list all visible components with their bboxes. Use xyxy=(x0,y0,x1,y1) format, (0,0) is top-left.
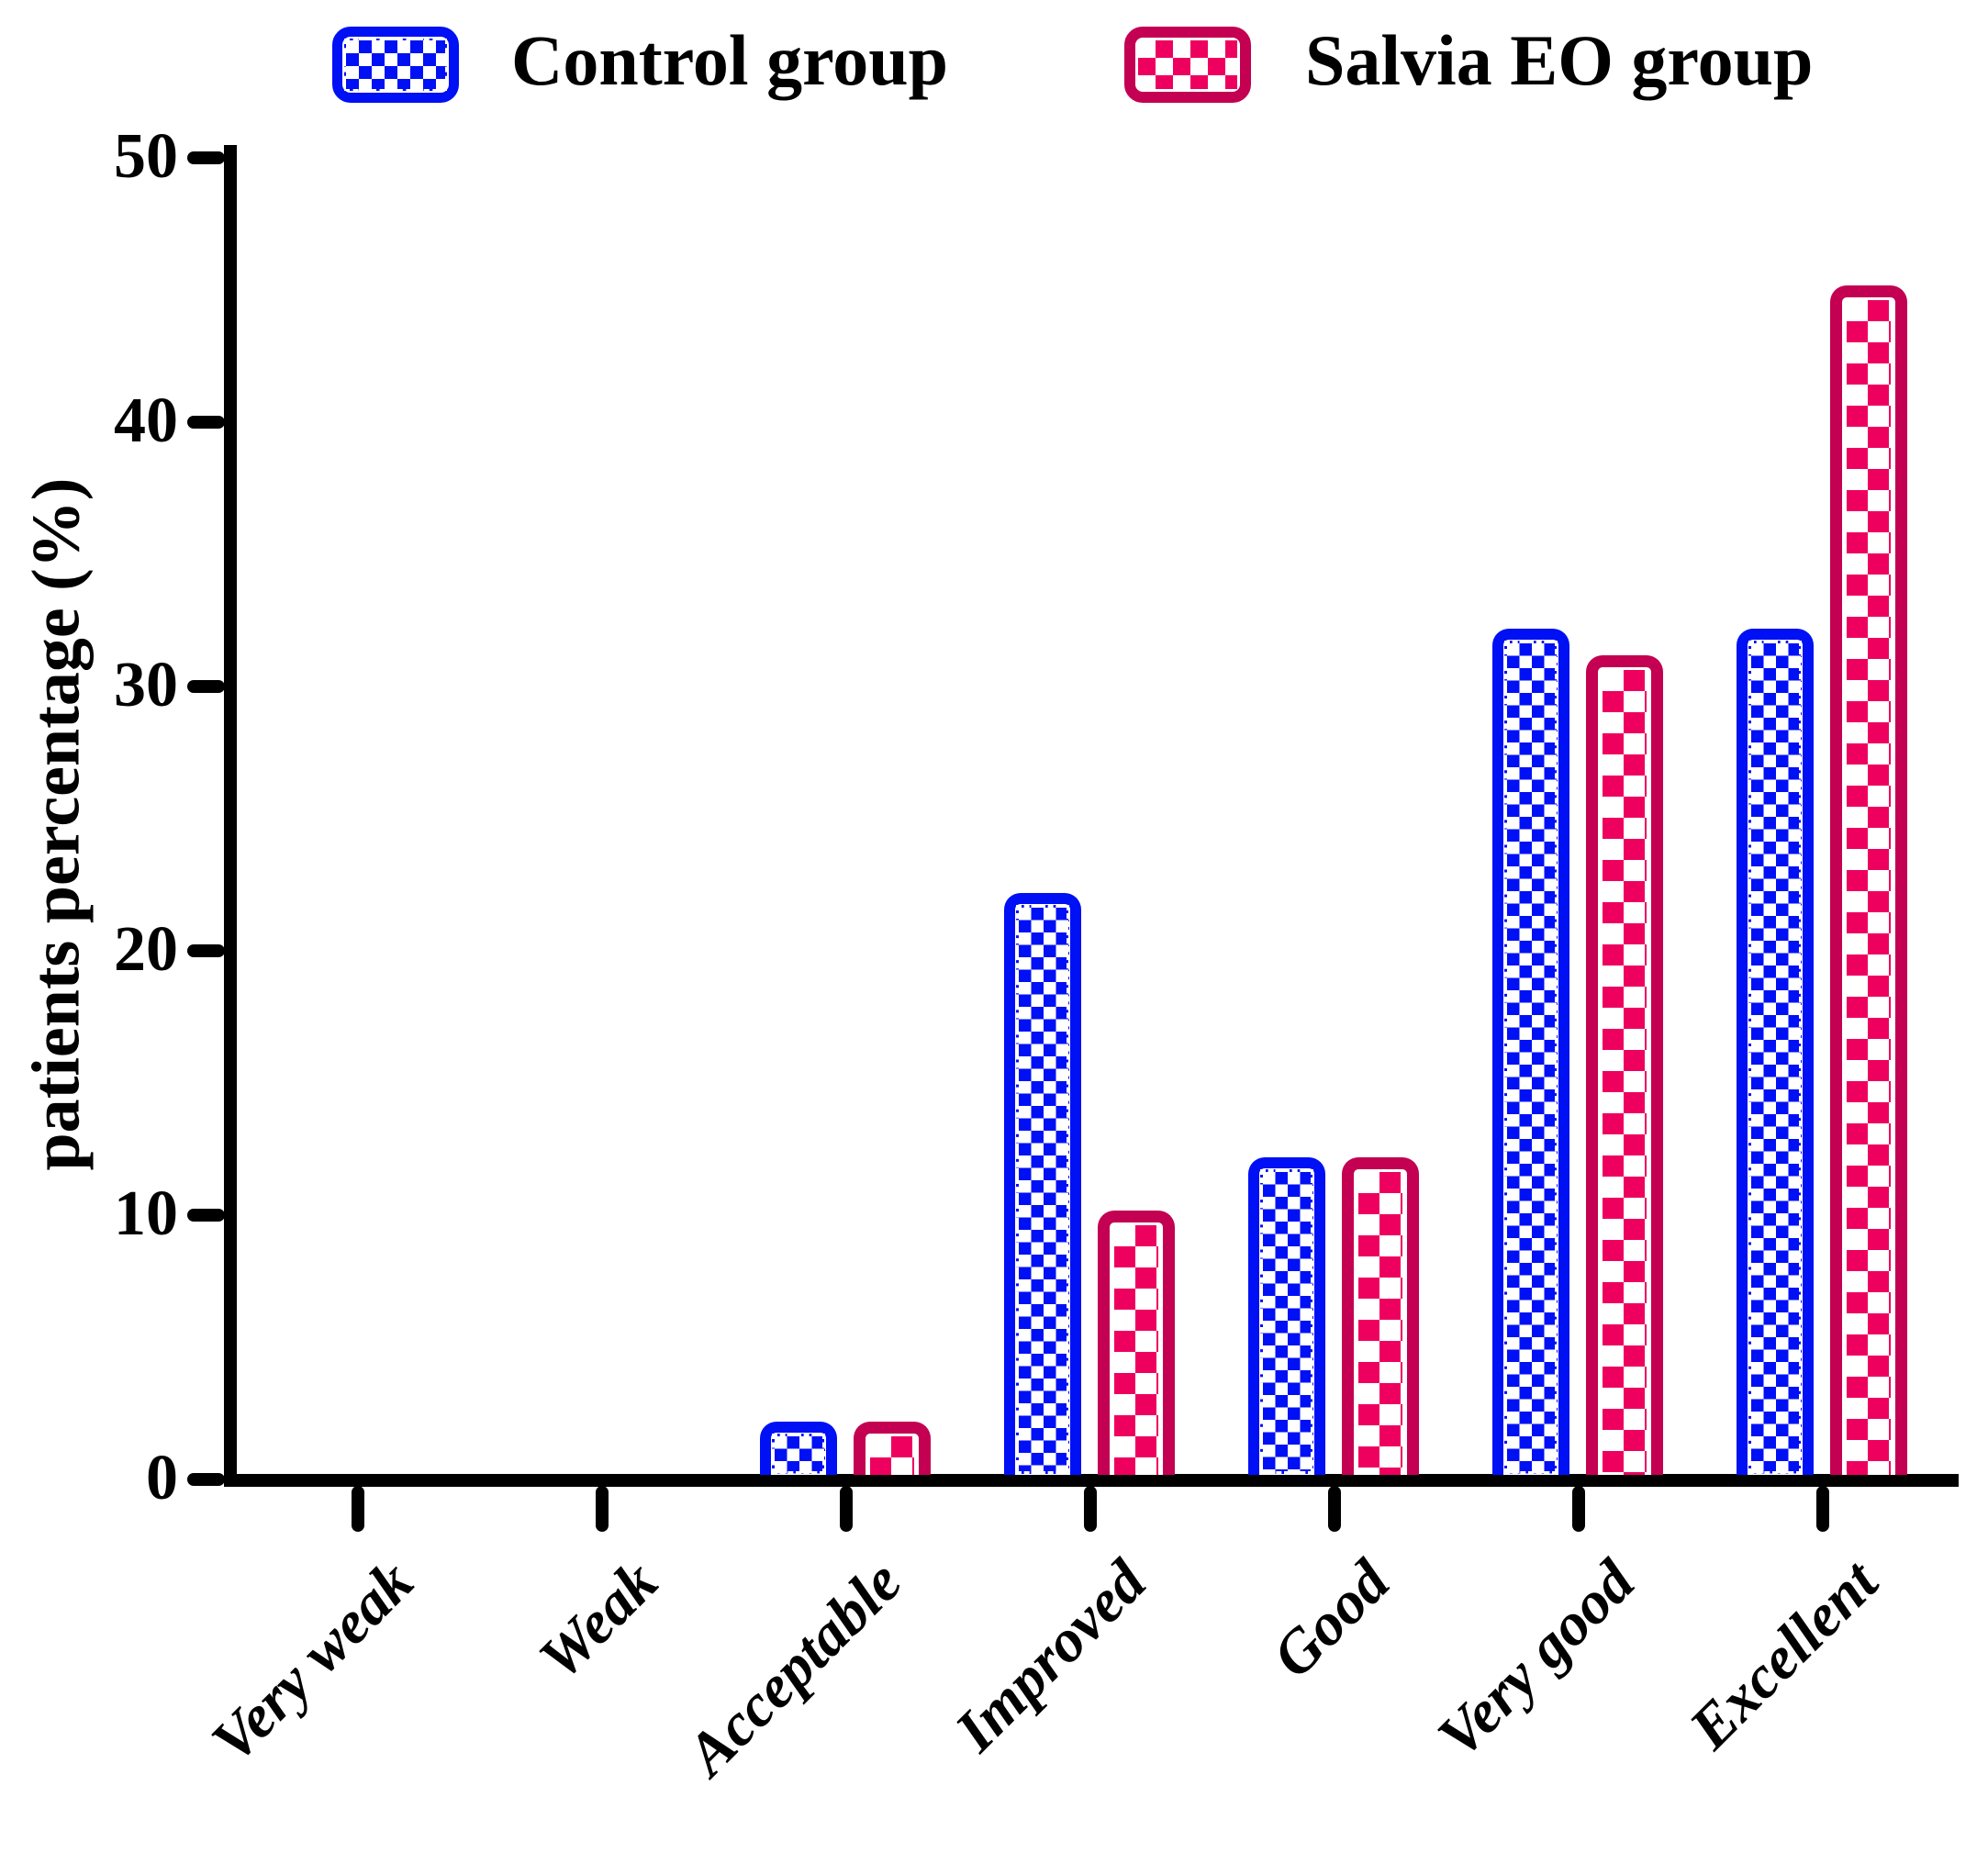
y-tick-50 xyxy=(187,151,225,164)
x-tick-label-good: Good xyxy=(1259,1547,1403,1691)
bar-pattern xyxy=(1016,905,1069,1474)
bar-salvia-eo-group-acceptable xyxy=(854,1422,931,1475)
x-tick-good xyxy=(1328,1486,1341,1532)
y-tick-label-10: 10 xyxy=(114,1178,178,1249)
x-tick-label-excellent: Excellent xyxy=(1677,1547,1892,1762)
x-tick-acceptable xyxy=(840,1486,853,1532)
bar-pattern xyxy=(1260,1169,1313,1474)
y-tick-label-0: 0 xyxy=(146,1443,178,1513)
bar-salvia-eo-group-good xyxy=(1342,1157,1419,1475)
y-tick-20 xyxy=(187,944,225,957)
legend-swatch-control-group xyxy=(332,27,459,103)
x-tick-label-weak: Weak xyxy=(526,1547,671,1692)
x-tick-label-improved: Improved xyxy=(942,1547,1159,1765)
bar-control-group-excellent xyxy=(1737,629,1814,1475)
x-tick-label-very-good: Very good xyxy=(1424,1547,1647,1770)
bar-salvia-eo-group-very-good xyxy=(1586,655,1663,1475)
bar-control-group-improved xyxy=(1004,893,1081,1475)
x-tick-very-weak xyxy=(352,1486,364,1532)
x-tick-very-good xyxy=(1572,1486,1585,1532)
legend-label-salvia-eo-group: Salvia EO group xyxy=(1305,20,1814,100)
bar-control-group-good xyxy=(1248,1157,1325,1475)
bar-pattern xyxy=(1358,1172,1402,1475)
bar-pattern xyxy=(772,1434,825,1474)
y-tick-10 xyxy=(187,1209,225,1222)
x-tick-weak xyxy=(596,1486,609,1532)
bar-pattern xyxy=(1748,641,1802,1474)
bar-pattern xyxy=(870,1436,914,1475)
y-tick-0 xyxy=(187,1473,225,1486)
legend-swatch-salvia-eo-group xyxy=(1124,27,1251,103)
x-tick-excellent xyxy=(1816,1486,1829,1532)
bar-pattern xyxy=(1603,670,1647,1475)
legend-swatch-control-pattern xyxy=(344,39,447,91)
bar-salvia-eo-group-improved xyxy=(1098,1211,1175,1475)
y-tick-label-20: 20 xyxy=(114,914,178,985)
y-axis-line xyxy=(224,145,237,1487)
y-tick-40 xyxy=(187,416,225,429)
x-axis-line xyxy=(224,1474,1959,1487)
y-tick-label-30: 30 xyxy=(114,650,178,720)
x-tick-label-very-weak: Very weak xyxy=(198,1547,427,1776)
legend-label-control-group: Control group xyxy=(511,20,949,100)
y-tick-label-50: 50 xyxy=(114,121,178,192)
bar-pattern xyxy=(1114,1225,1158,1475)
bar-control-group-very-good xyxy=(1492,629,1569,1475)
bar-pattern xyxy=(1847,300,1891,1475)
x-tick-label-acceptable: Acceptable xyxy=(674,1547,915,1789)
y-axis-title: patients percentage (%) xyxy=(18,477,95,1171)
legend-swatch-salvia-pattern xyxy=(1138,40,1237,89)
x-tick-improved xyxy=(1084,1486,1097,1532)
y-tick-30 xyxy=(187,680,225,693)
bar-pattern xyxy=(1504,641,1558,1474)
y-tick-label-40: 40 xyxy=(114,385,178,456)
bar-salvia-eo-group-excellent xyxy=(1830,285,1907,1475)
bar-control-group-acceptable xyxy=(760,1422,837,1475)
